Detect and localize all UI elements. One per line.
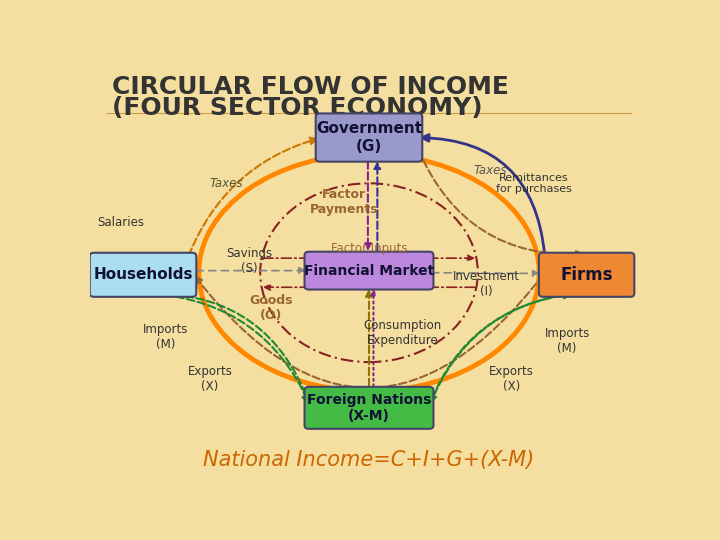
Text: Remittances
for purchases: Remittances for purchases (495, 172, 572, 194)
Text: Government
(G): Government (G) (316, 122, 422, 154)
Text: Salaries: Salaries (97, 217, 144, 230)
Text: Exports
(X): Exports (X) (489, 364, 534, 393)
Text: Firms: Firms (560, 266, 613, 284)
FancyBboxPatch shape (315, 113, 423, 161)
Text: CIRCULAR FLOW OF INCOME: CIRCULAR FLOW OF INCOME (112, 75, 509, 99)
Text: Taxes: Taxes (210, 177, 243, 190)
Text: Consumption
Expenditure: Consumption Expenditure (364, 319, 441, 347)
Text: Goods
(O): Goods (O) (250, 294, 293, 322)
Text: Financial Market: Financial Market (304, 264, 434, 278)
Text: Factor Inputs: Factor Inputs (330, 242, 408, 255)
Text: National Income=C+I+G+(X-M): National Income=C+I+G+(X-M) (203, 450, 535, 470)
Text: Imports
(M): Imports (M) (143, 323, 188, 351)
Text: Savings
(S): Savings (S) (226, 247, 272, 275)
FancyBboxPatch shape (90, 253, 197, 297)
FancyBboxPatch shape (305, 252, 433, 289)
Text: Foreign Nations
(X-M): Foreign Nations (X-M) (307, 393, 431, 423)
Text: Investment
(I): Investment (I) (453, 271, 520, 298)
FancyBboxPatch shape (539, 253, 634, 297)
FancyBboxPatch shape (305, 387, 433, 429)
Text: Households: Households (94, 267, 193, 282)
Text: Taxes: Taxes (474, 164, 508, 177)
Text: Factor
Payments: Factor Payments (310, 188, 378, 216)
Text: Imports
(M): Imports (M) (544, 327, 590, 355)
Text: Exports
(X): Exports (X) (187, 364, 233, 393)
Text: (FOUR SECTOR ECONOMY): (FOUR SECTOR ECONOMY) (112, 96, 483, 120)
